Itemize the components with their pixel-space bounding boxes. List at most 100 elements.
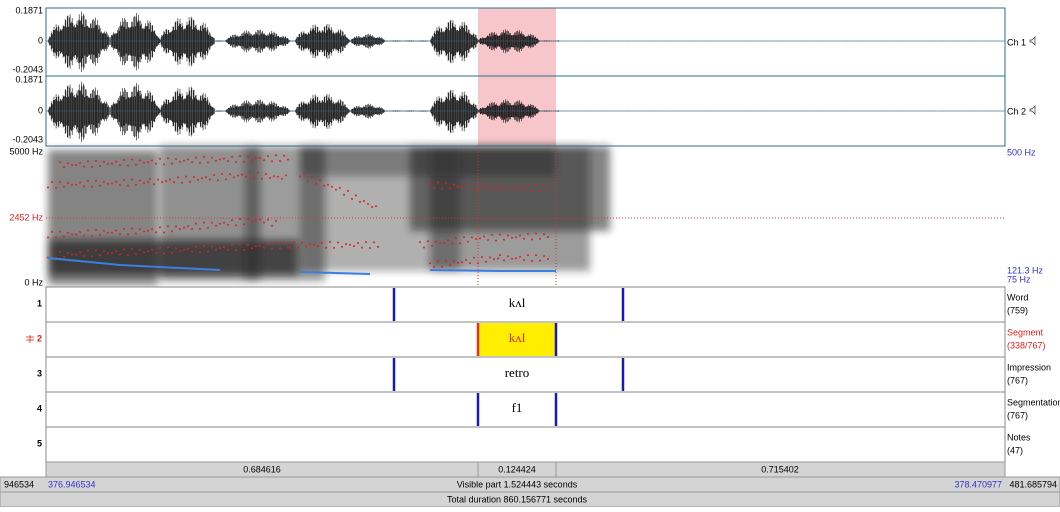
formant-dot xyxy=(357,242,359,244)
formant-dot xyxy=(467,241,469,243)
formant-dot xyxy=(151,228,153,230)
formant-dot xyxy=(103,230,105,232)
formant-dot xyxy=(523,238,525,240)
selection[interactable] xyxy=(478,8,556,146)
channel-label[interactable]: Ch 1 xyxy=(1007,37,1026,47)
formant-dot xyxy=(215,225,217,227)
formant-dot xyxy=(167,247,169,249)
formant-dot xyxy=(67,162,69,164)
formant-dot xyxy=(135,164,137,166)
formant-dot xyxy=(143,162,145,164)
formant-dot xyxy=(507,235,509,237)
formant-dot xyxy=(91,186,93,188)
channel-label[interactable]: Ch 2 xyxy=(1007,106,1026,116)
formant-dot xyxy=(245,176,247,178)
formant-dot xyxy=(63,186,65,188)
formant-dot xyxy=(67,232,69,234)
formant-dot xyxy=(155,252,157,254)
formant-dot xyxy=(123,248,125,250)
formant-dot xyxy=(539,238,541,240)
interval-text[interactable]: retro xyxy=(505,365,530,380)
formant-dot xyxy=(259,157,261,159)
formant-dot xyxy=(191,161,193,163)
formant-dot xyxy=(127,254,129,256)
formant-dot xyxy=(489,256,491,258)
formant-dot xyxy=(201,177,203,179)
formant-dot xyxy=(179,161,181,163)
formant-dot xyxy=(531,260,533,262)
formant-dot xyxy=(457,262,459,264)
formant-dot xyxy=(59,161,61,163)
formant-dot xyxy=(63,236,65,238)
visible-start: 376.946534 xyxy=(48,479,96,489)
formant-dot xyxy=(431,245,433,247)
formant-dot xyxy=(255,157,257,159)
formant-dot xyxy=(473,257,475,259)
formant-dot xyxy=(167,225,169,227)
formant-dot xyxy=(263,247,265,249)
tier-count: (767) xyxy=(1007,375,1028,385)
formant-dot xyxy=(507,255,509,257)
duration[interactable]: 0.715402 xyxy=(761,464,799,474)
formant-dot xyxy=(449,264,451,266)
formant-dot xyxy=(187,158,189,160)
formant-dot xyxy=(481,256,483,258)
formant-dot xyxy=(179,250,181,252)
formant-dot xyxy=(443,242,445,244)
formant-dot xyxy=(535,184,537,186)
tier[interactable] xyxy=(46,287,1005,322)
formant-dot xyxy=(87,229,89,231)
formant-dot xyxy=(377,246,379,248)
formant-dot xyxy=(79,231,81,233)
formant-dot xyxy=(437,182,439,184)
formant-dot xyxy=(309,243,311,245)
formant-dot xyxy=(283,155,285,157)
formant-dot xyxy=(147,161,149,163)
formant-dot xyxy=(493,187,495,189)
tier-name: Notes xyxy=(1007,432,1031,442)
pitch-top: 500 Hz xyxy=(1007,147,1036,157)
duration[interactable]: 0.684616 xyxy=(243,464,281,474)
formant-dot xyxy=(519,186,521,188)
formant-dot xyxy=(281,178,283,180)
formant-dot xyxy=(531,190,533,192)
formant-dot xyxy=(103,161,105,163)
formant-dot xyxy=(243,161,245,163)
interval-text[interactable]: kʌl xyxy=(509,295,526,310)
formant-dot xyxy=(71,164,73,166)
formant-dot xyxy=(83,166,85,168)
amp-zero: 0 xyxy=(38,35,43,45)
formant-dot xyxy=(235,161,237,163)
duration[interactable]: 0.124424 xyxy=(498,464,536,474)
tier[interactable] xyxy=(46,392,1005,427)
formant-dot xyxy=(171,230,173,232)
formant-dot xyxy=(323,185,325,187)
formant-dot xyxy=(155,231,157,233)
formant-dot xyxy=(461,261,463,263)
formant-dot xyxy=(223,246,225,248)
formant-dot xyxy=(539,260,541,262)
formant-dot xyxy=(167,157,169,159)
formant-dot xyxy=(463,236,465,238)
formant-dot xyxy=(75,164,77,166)
formant-dot xyxy=(535,254,537,256)
tiers: 1kʌlWord(759)2kʌlSegment(338/767)3retroI… xyxy=(26,287,1060,462)
formant-dot xyxy=(47,237,49,239)
formant-dot xyxy=(279,160,281,162)
tier[interactable] xyxy=(46,427,1005,462)
formant-dot xyxy=(337,242,339,244)
formant-dot xyxy=(195,157,197,159)
interval-text[interactable]: kʌl xyxy=(509,330,526,345)
formant-dot xyxy=(519,235,521,237)
visible-part: Visible part 1.524443 seconds xyxy=(457,479,578,489)
formant-dot xyxy=(459,242,461,244)
formant-dot xyxy=(453,260,455,262)
formant-dot xyxy=(131,248,133,250)
interval-text[interactable]: f1 xyxy=(512,400,523,415)
formant-dot xyxy=(433,266,435,268)
formant-dot xyxy=(191,228,193,230)
formant-dot xyxy=(219,223,221,225)
formant-dot xyxy=(243,223,245,225)
formant-dot xyxy=(455,237,457,239)
formant-dot xyxy=(239,243,241,245)
